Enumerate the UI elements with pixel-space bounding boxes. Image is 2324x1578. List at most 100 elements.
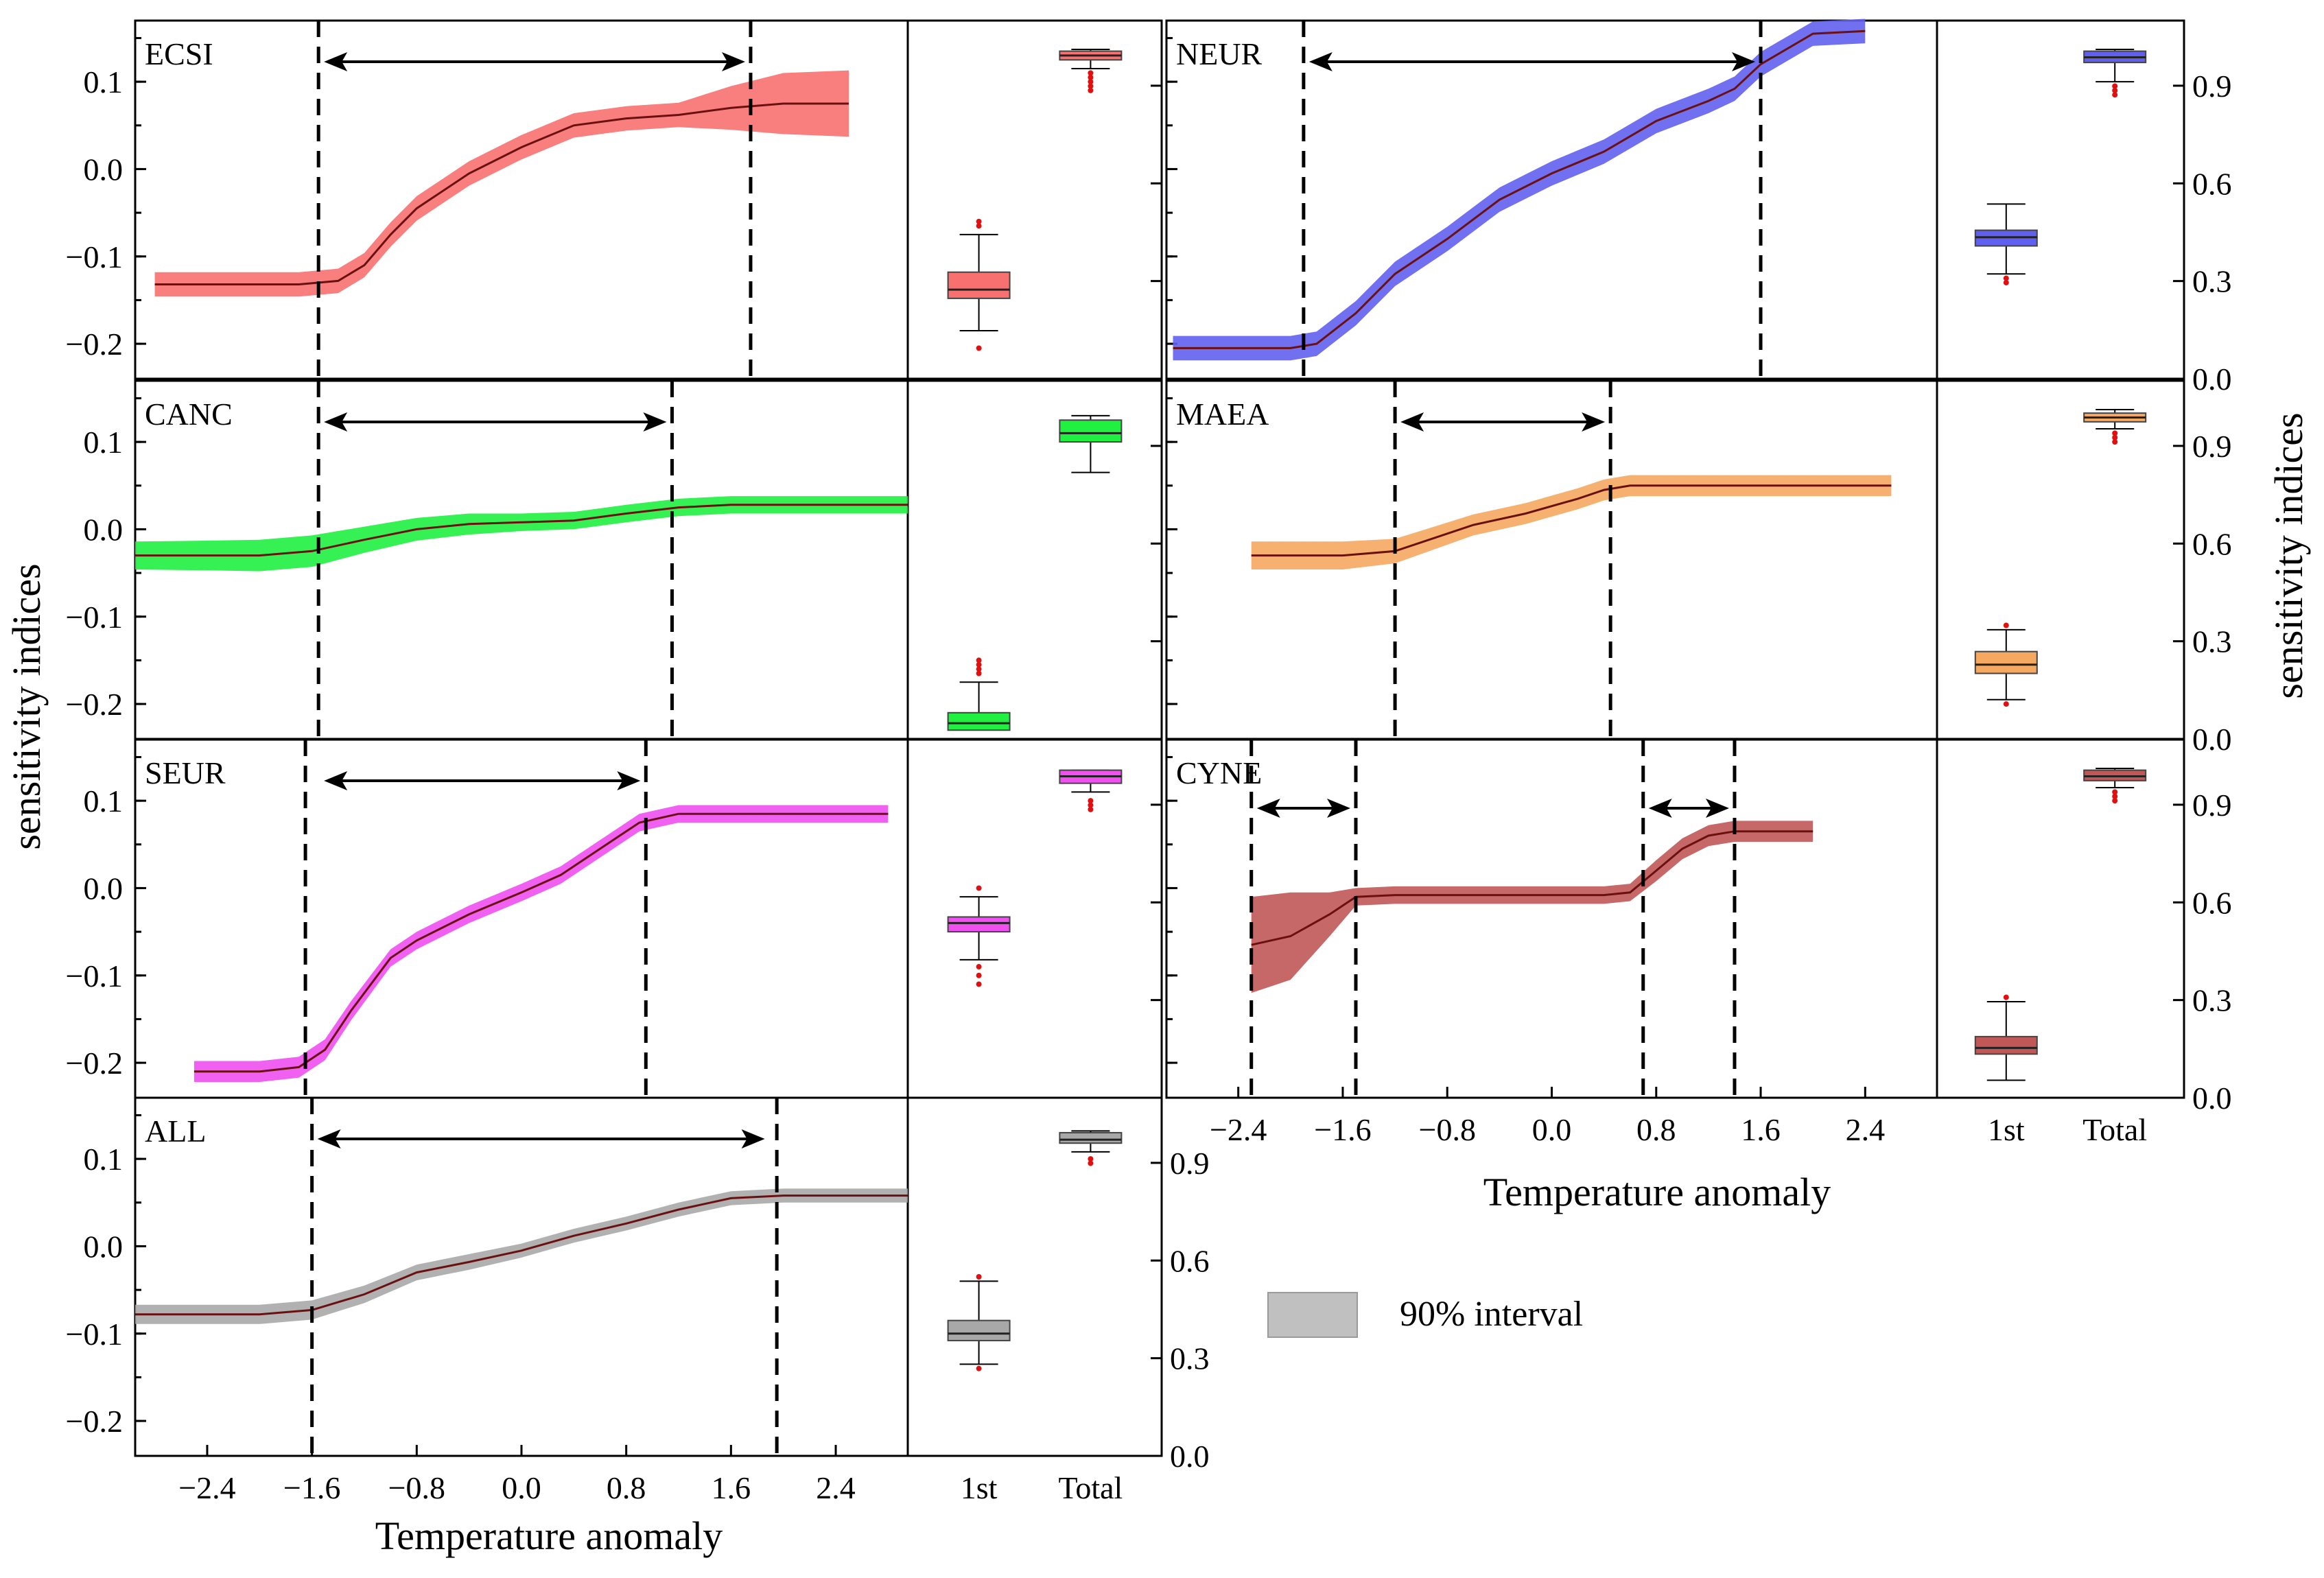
box-outlier (2112, 83, 2118, 89)
x-tick-label: −0.8 (388, 1470, 445, 1505)
right-tick-label: 0.0 (2192, 722, 2232, 757)
range-arrow-head-right (643, 412, 667, 432)
box-outlier (976, 885, 982, 891)
right-tick-label: 0.6 (2192, 166, 2232, 201)
right-tick-label: 0.9 (1170, 1146, 1210, 1181)
interval-band (1251, 821, 1814, 993)
box-plot-frame (906, 379, 1163, 740)
x-tick-label: −1.6 (283, 1470, 340, 1505)
range-arrow-head-right (1705, 799, 1729, 818)
x-axis-0: −2.4 −1.6 −0.8 0.0 0.8 1.6 2.4 1st Total (178, 1445, 1123, 1505)
box-outlier (976, 1274, 982, 1280)
y-tick-label: −0.1 (66, 958, 123, 993)
left-y-axis-title: sensitivity indices (4, 563, 49, 849)
panel-all: 0.1 0.0 −0.1 −0.2 0.0 0.3 0.6 0.9 ALL (66, 1096, 1210, 1474)
box-outlier (976, 218, 982, 224)
box-outlier (1088, 1160, 1094, 1166)
box-outlier (1088, 1156, 1094, 1162)
panel-seur: 0.1 0.0 −0.1 −0.2 SEUR (66, 738, 1163, 1099)
main-plot-frame (134, 738, 909, 1099)
y-tick-label: 0.0 (84, 152, 124, 187)
box-outlier (2003, 622, 2009, 628)
box-iqr (947, 916, 1011, 933)
box-category-label: 1st (1988, 1112, 2025, 1147)
box-iqr (1974, 650, 2038, 674)
bottom-right-x-axis-title: Temperature anomaly (1483, 1170, 1831, 1214)
box-outlier (2112, 92, 2118, 98)
right-tick-label: 0.3 (2192, 264, 2232, 299)
box-outlier (976, 223, 982, 229)
x-tick-label: −1.6 (1314, 1112, 1371, 1147)
box-plot-frame (906, 738, 1163, 1099)
right-tick-label: 0.3 (2192, 624, 2232, 659)
box-outlier (1088, 802, 1094, 808)
x-axis-1: −2.4 −1.6 −0.8 0.0 0.8 1.6 2.4 1st Total (1210, 1087, 2147, 1147)
box-outlier (976, 964, 982, 970)
box-iqr (947, 711, 1011, 731)
box-plot-frame (906, 1096, 1163, 1457)
box-outlier (2003, 279, 2009, 285)
mean-line (1251, 484, 1892, 557)
legend-swatch (1267, 1292, 1358, 1338)
box-outlier (2003, 994, 2009, 1000)
box-outlier (1088, 798, 1094, 804)
range-arrow-head-left (1400, 412, 1424, 432)
box-outlier (1088, 806, 1094, 812)
x-tick-label: 2.4 (1846, 1112, 1886, 1147)
box-outlier (2003, 275, 2009, 281)
range-arrow-head-right (617, 771, 641, 790)
right-tick-label: 0.0 (1170, 1439, 1210, 1474)
box-outlier (976, 661, 982, 668)
x-tick-label: −2.4 (178, 1470, 235, 1505)
panel-label-all: ALL (145, 1114, 206, 1149)
box-outlier (2112, 434, 2118, 440)
box-plot-frame (1936, 738, 2185, 1099)
range-arrow-head-right (741, 1129, 765, 1149)
y-tick-label: 0.0 (84, 871, 124, 906)
box-category-label: Total (1058, 1470, 1123, 1505)
legend-label: 90% interval (1400, 1295, 1583, 1334)
box-outlier (2112, 793, 2118, 799)
x-tick-label: 0.0 (1532, 1112, 1572, 1147)
x-tick-label: 0.8 (607, 1470, 646, 1505)
y-tick-label: −0.1 (66, 600, 123, 635)
box-outlier (976, 981, 982, 987)
box-iqr (1974, 1035, 2038, 1055)
right-tick-label: 0.3 (1170, 1341, 1210, 1376)
right-tick-label: 0.6 (2192, 885, 2232, 920)
range-arrow-head-right (1326, 799, 1350, 818)
box-outlier (1088, 79, 1094, 85)
interval-band (135, 1188, 908, 1324)
box-outlier (976, 972, 982, 978)
box-category-label: Total (2082, 1112, 2147, 1147)
y-tick-label: −0.1 (66, 239, 123, 274)
right-tick-label: 0.9 (2192, 429, 2232, 464)
y-tick-label: −0.1 (66, 1317, 123, 1352)
interval-band (135, 496, 908, 572)
panel-maea: 0.0 0.3 0.6 0.9 MAEA (1165, 379, 2232, 757)
box-iqr (947, 1319, 1011, 1341)
x-tick-label: −0.8 (1419, 1112, 1476, 1147)
box-category-label: 1st (961, 1470, 998, 1505)
range-arrow-head-left (324, 412, 348, 432)
box-outlier (2003, 701, 2009, 707)
box-outlier (2112, 789, 2118, 795)
x-tick-label: 0.0 (502, 1470, 541, 1505)
panel-cyne: 0.0 0.3 0.6 0.9 CYNE (1165, 738, 2232, 1116)
y-tick-label: 0.1 (84, 784, 124, 819)
panel-label-seur: SEUR (145, 755, 226, 790)
interval-band (193, 805, 889, 1083)
y-tick-label: −0.2 (66, 687, 123, 722)
range-arrow-head-left (324, 771, 348, 790)
x-tick-label: 0.8 (1636, 1112, 1676, 1147)
right-tick-label: 0.9 (2192, 788, 2232, 823)
range-arrow-head-left (1648, 799, 1672, 818)
x-tick-label: 2.4 (816, 1470, 856, 1505)
y-tick-label: −0.2 (66, 327, 123, 362)
right-y-axis-title: sensitivity indices (2266, 412, 2311, 698)
box-outlier (1088, 83, 1094, 89)
box-outlier (2112, 439, 2118, 445)
y-tick-label: 0.1 (84, 64, 124, 99)
right-tick-label: 0.6 (2192, 526, 2232, 561)
